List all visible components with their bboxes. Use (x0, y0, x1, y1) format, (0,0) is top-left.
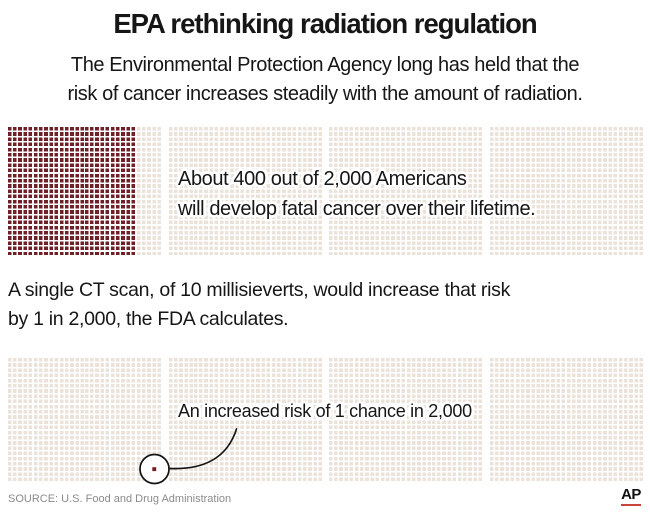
dot-group (245, 358, 270, 482)
dot-group (432, 127, 457, 256)
dot-group (458, 127, 483, 256)
dot-group (592, 127, 617, 256)
dot-group (33, 127, 58, 256)
dot-group (33, 358, 58, 482)
dot-group (271, 127, 296, 256)
dot-group (541, 358, 566, 482)
dot-group (329, 127, 354, 256)
ct-scan-paragraph-line-1: A single CT scan, of 10 millisieverts, w… (8, 279, 511, 301)
dot-group (354, 358, 379, 482)
ct-scan-paragraph: A single CT scan, of 10 millisieverts, w… (8, 276, 510, 334)
dot-group (541, 127, 566, 256)
subtitle: The Environmental Protection Agency long… (0, 51, 650, 109)
dot-group (59, 127, 84, 256)
dot-group (380, 358, 405, 482)
dot-group (406, 358, 431, 482)
baseline-annotation-line-2: will develop fatal cancer over their lif… (178, 198, 536, 220)
dot-group (489, 127, 514, 256)
subtitle-line-2: risk of cancer increases steadily with t… (67, 83, 583, 105)
dot-group (136, 358, 161, 482)
source-credit: SOURCE: U.S. Food and Drug Administratio… (8, 493, 232, 505)
baseline-annotation-line-1: About 400 out of 2,000 Americans (178, 168, 467, 190)
dot-group (85, 358, 110, 482)
dot-group (168, 127, 193, 256)
dot-group (489, 358, 514, 482)
callout-label: An increased risk of 1 chance in 2,000 (178, 401, 472, 421)
dot-group (432, 358, 457, 482)
dot-group (567, 358, 592, 482)
dot-group (85, 127, 110, 256)
dot-group (458, 358, 483, 482)
dot-group (567, 127, 592, 256)
dot-group (297, 358, 322, 482)
ap-logo-bar (621, 503, 641, 506)
ap-logo-text: AP (621, 486, 641, 503)
dot-group (618, 358, 643, 482)
dot-group (8, 127, 32, 256)
dot-group (592, 358, 617, 482)
dot-group (8, 358, 32, 482)
dot-group (245, 127, 270, 256)
ct-scan-paragraph-line-2: by 1 in 2,000, the FDA calculates. (8, 308, 289, 330)
subtitle-line-1: The Environmental Protection Agency long… (70, 54, 580, 76)
dot-group (354, 127, 379, 256)
dot-group (111, 358, 136, 482)
waffle-grid-baseline-risk (8, 127, 643, 256)
dot-group (515, 358, 540, 482)
dot-group (329, 358, 354, 482)
headline: EPA rethinking radiation regulation (113, 8, 537, 39)
baseline-annotation: About 400 out of 2,000 Americans will de… (178, 164, 536, 224)
ap-logo: AP (621, 487, 641, 506)
dot-group (271, 358, 296, 482)
dot-group (194, 127, 219, 256)
dot-group (380, 127, 405, 256)
dot-group (515, 127, 540, 256)
dot-group (406, 127, 431, 256)
dot-group (220, 127, 245, 256)
dot-group (136, 127, 161, 256)
dot-group (297, 127, 322, 256)
dot-group (59, 358, 84, 482)
dot-group (111, 127, 136, 256)
dot-group (618, 127, 643, 256)
